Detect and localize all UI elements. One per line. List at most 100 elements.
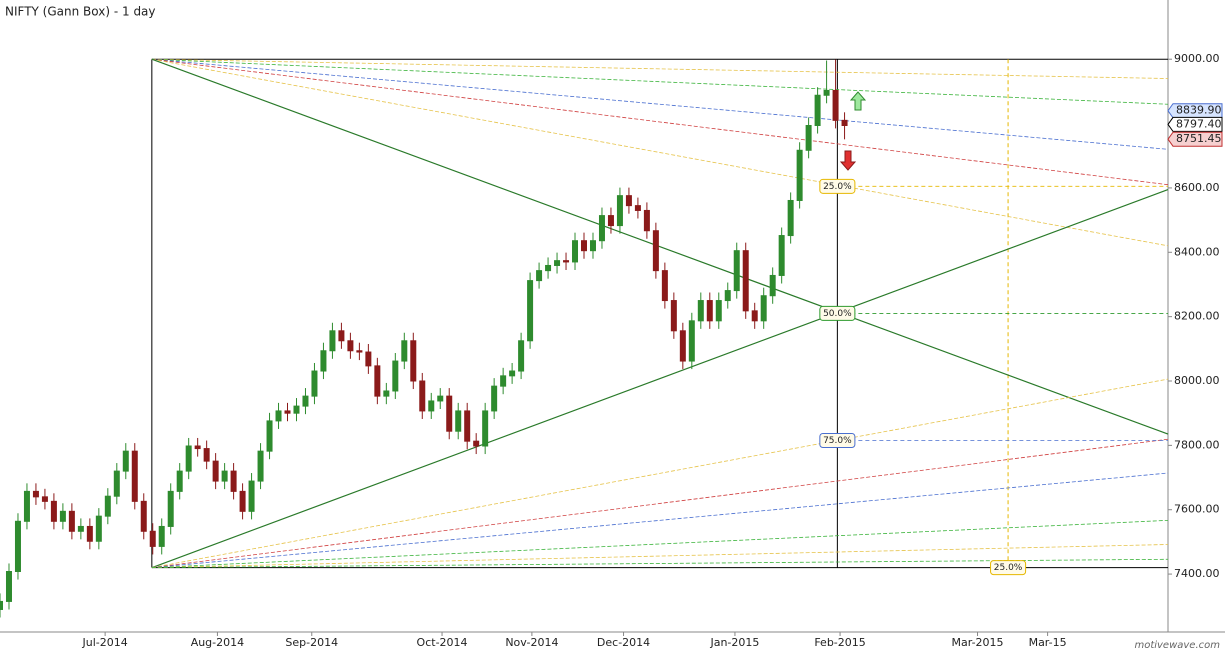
y-tick-label: 8600.00 <box>1174 181 1220 194</box>
level-label-box <box>819 305 856 321</box>
fan-line <box>151 519 1169 569</box>
candle-body <box>383 390 390 397</box>
candle-body <box>266 420 273 452</box>
candle-body <box>482 410 489 447</box>
x-tick-label: Nov-2014 <box>505 636 558 649</box>
candle-body <box>176 470 183 492</box>
candle-body <box>14 520 21 573</box>
level-label-box <box>819 178 856 194</box>
candle-body <box>473 440 480 447</box>
candle-body <box>679 330 686 362</box>
x-tick-label: Sep-2014 <box>285 636 338 649</box>
candle-body <box>598 215 605 242</box>
price-label: 8839.90 <box>1176 104 1222 117</box>
x-tick-label: Mar-2015 <box>952 636 1004 649</box>
candle-body <box>563 260 570 263</box>
candle-body <box>293 405 300 414</box>
candle-body <box>365 351 372 367</box>
candle-body <box>545 264 552 272</box>
down-arrow <box>839 150 857 171</box>
candle-body <box>491 385 498 412</box>
candle-body <box>167 490 174 527</box>
candle-body <box>95 515 102 542</box>
candle-body <box>302 395 309 407</box>
candle-body <box>805 124 812 151</box>
level-label: 75.0% <box>823 436 852 446</box>
candle-body <box>113 470 120 497</box>
candle-body <box>77 525 84 532</box>
y-tick-label: 8200.00 <box>1174 310 1220 323</box>
candle-body <box>787 199 794 237</box>
level-label: 25.0% <box>823 182 852 192</box>
candle-body <box>643 209 650 232</box>
candle-body <box>275 410 282 422</box>
candle-body <box>131 450 138 502</box>
candle-body <box>59 510 66 522</box>
fan-line <box>151 58 1169 247</box>
price-label-box <box>1167 131 1223 147</box>
candle-body <box>509 370 516 377</box>
candle-body <box>311 370 318 397</box>
candle-body <box>715 300 722 322</box>
time-label-box <box>990 560 1027 576</box>
candle-body <box>661 270 668 302</box>
candle-body <box>625 195 632 207</box>
fan-line <box>151 378 1169 569</box>
candle-body <box>572 240 579 263</box>
y-tick-label: 8000.00 <box>1174 374 1220 387</box>
x-tick-label: Aug-2014 <box>191 636 244 649</box>
candle-body <box>814 94 821 126</box>
candle-body <box>104 495 111 517</box>
candle-body <box>688 320 695 362</box>
candle-body <box>248 480 255 512</box>
candle-body <box>347 340 354 352</box>
candle-body <box>589 240 596 252</box>
candle-body <box>410 340 417 382</box>
candle-body <box>742 250 749 312</box>
candle-body <box>329 330 336 352</box>
x-tick-label: Dec-2014 <box>597 636 650 649</box>
candle-body <box>230 470 237 492</box>
fan-line <box>151 544 1169 569</box>
fan-line <box>151 438 1169 569</box>
candle-body <box>733 250 740 292</box>
candle-body <box>518 340 525 372</box>
candle-body <box>320 350 327 372</box>
candle-body <box>68 510 75 532</box>
fan-line <box>151 58 1169 435</box>
candle-body <box>203 448 210 462</box>
candle-body <box>446 395 453 432</box>
up-arrow <box>849 91 867 111</box>
candle-body <box>455 410 462 432</box>
y-tick-label: 7400.00 <box>1174 567 1220 580</box>
fan-line <box>151 188 1169 569</box>
candle-body <box>778 235 785 276</box>
candle-body <box>751 310 758 322</box>
candle-body <box>356 350 363 353</box>
candle-body <box>338 330 345 342</box>
candle-body <box>194 445 201 450</box>
candle-body <box>239 490 246 512</box>
candle-body <box>697 300 704 322</box>
candle-body <box>634 205 641 211</box>
candle-body <box>23 490 30 522</box>
candle-body <box>284 410 291 414</box>
candle-body <box>5 571 12 602</box>
candle-body <box>464 410 471 442</box>
candle-body <box>706 300 713 322</box>
candle-body <box>32 490 39 498</box>
candle-body <box>581 240 587 252</box>
candle-body <box>500 375 507 387</box>
level-label: 50.0% <box>823 309 852 319</box>
candle-body <box>374 365 381 397</box>
candle-body <box>616 195 623 227</box>
candle-body <box>185 445 192 472</box>
candle-body <box>607 215 614 227</box>
candle-body <box>401 340 408 362</box>
y-tick-label: 7600.00 <box>1174 503 1220 516</box>
x-tick-label: Feb-2015 <box>814 636 865 649</box>
candle-body <box>257 450 264 482</box>
